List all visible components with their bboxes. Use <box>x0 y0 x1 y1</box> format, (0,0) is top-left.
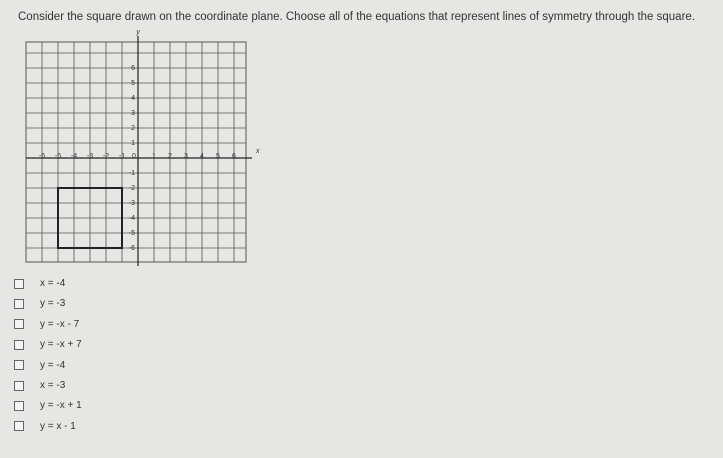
x-tick-label: -4 <box>71 153 77 160</box>
checkbox[interactable] <box>14 339 24 350</box>
checkbox[interactable] <box>14 278 24 289</box>
option-label: y = x - 1 <box>40 420 76 432</box>
grid-border <box>25 41 247 263</box>
option[interactable]: x = -3 <box>14 380 65 391</box>
y-tick-label: 2 <box>131 125 135 132</box>
option[interactable]: y = -x + 7 <box>14 339 82 350</box>
option-label: x = -3 <box>40 380 66 391</box>
option-label: y = -4 <box>40 359 66 371</box>
x-tick-label: 0 <box>132 153 136 160</box>
y-tick-label: 5 <box>131 80 135 87</box>
option[interactable]: x = -4 <box>14 278 65 289</box>
x-axis-label: x <box>255 148 260 155</box>
y-tick-label: 4 <box>131 95 135 102</box>
y-tick-label: 6 <box>131 65 135 72</box>
checkbox[interactable] <box>14 319 24 330</box>
x-tick-label: 3 <box>184 153 188 160</box>
option-label: y = -x + 1 <box>40 400 82 412</box>
y-tick-label: -2 <box>129 185 135 192</box>
x-tick-label: 1 <box>152 153 156 160</box>
option-label: x = -4 <box>40 278 66 289</box>
x-tick-label: 5 <box>216 153 220 160</box>
y-tick-label: 3 <box>131 110 135 117</box>
option-label: y = -x + 7 <box>40 339 82 351</box>
square <box>57 187 123 249</box>
option[interactable]: y = x - 1 <box>14 421 76 432</box>
option[interactable]: y = -x + 1 <box>14 400 82 411</box>
option[interactable]: y = -x - 7 <box>14 319 79 330</box>
y-tick-label: -1 <box>129 170 135 177</box>
checkbox[interactable] <box>14 360 24 371</box>
y-tick-label: 1 <box>131 140 135 147</box>
x-tick-label: -2 <box>103 153 109 160</box>
x-tick-label: 6 <box>232 153 236 160</box>
y-tick-label: -5 <box>129 230 135 237</box>
checkbox[interactable] <box>14 298 24 309</box>
x-tick-label: 2 <box>168 153 172 160</box>
option-label: y = -3 <box>40 298 66 310</box>
y-tick-label: -6 <box>129 245 135 252</box>
y-tick-label: -3 <box>129 200 135 207</box>
checkbox[interactable] <box>14 380 24 391</box>
option[interactable]: y = -4 <box>14 360 65 371</box>
x-tick-label: -1 <box>119 153 125 160</box>
y-tick-label: -4 <box>129 215 135 222</box>
option[interactable]: y = -3 <box>14 298 65 309</box>
checkbox[interactable] <box>14 400 24 411</box>
x-tick-label: -3 <box>87 153 93 160</box>
y-axis-label: y <box>135 29 140 36</box>
x-tick-label: -6 <box>39 153 45 160</box>
x-tick-label: 4 <box>200 153 204 160</box>
x-tick-label: -5 <box>55 153 61 160</box>
option-label: y = -x - 7 <box>40 318 80 330</box>
checkbox[interactable] <box>14 421 24 432</box>
question: Consider the square drawn on the coordin… <box>18 11 695 23</box>
